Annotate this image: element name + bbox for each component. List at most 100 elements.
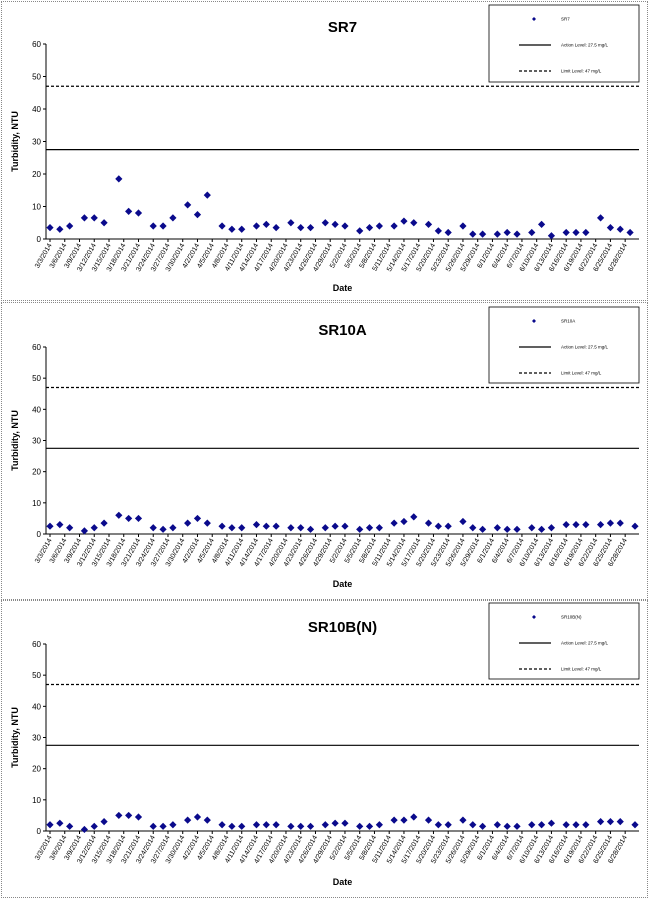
data-point: [203, 191, 211, 199]
data-point: [238, 524, 246, 532]
data-point: [528, 821, 536, 829]
legend-box: [488, 4, 640, 83]
data-point: [616, 818, 624, 826]
data-point: [184, 201, 192, 209]
x-axis-label: Date: [333, 579, 353, 589]
data-point: [228, 225, 236, 233]
data-point: [547, 232, 556, 240]
data-point: [493, 821, 501, 829]
legend-series-label: SR10B(N): [561, 615, 582, 620]
y-tick-label: 30: [32, 437, 41, 446]
y-tick-label: 20: [32, 468, 41, 477]
legend-action-label: Action Level: 27.5 mg/L: [561, 641, 609, 646]
data-point: [193, 813, 202, 821]
data-point: [410, 813, 418, 821]
y-tick-label: 20: [32, 170, 41, 179]
data-point: [169, 214, 177, 222]
data-point: [100, 818, 108, 826]
data-point: [479, 525, 487, 533]
data-point: [115, 511, 123, 519]
data-point: [528, 524, 536, 532]
data-point: [390, 519, 398, 527]
data-point: [56, 521, 64, 529]
data-point: [46, 821, 54, 829]
y-tick-label: 0: [37, 827, 42, 836]
data-point: [375, 524, 383, 532]
data-point: [537, 821, 546, 829]
data-point: [626, 228, 634, 237]
y-tick-label: 40: [32, 702, 41, 711]
data-point: [493, 524, 501, 532]
data-point: [631, 821, 639, 829]
data-point: [375, 821, 383, 829]
data-point: [66, 524, 74, 532]
data-point: [606, 818, 615, 826]
data-point: [631, 522, 639, 530]
data-point: [262, 220, 270, 228]
chart-title: SR10B(N): [308, 619, 377, 636]
y-tick-label: 10: [32, 796, 41, 805]
data-point: [424, 519, 433, 527]
data-point: [503, 822, 511, 830]
data-point: [400, 217, 408, 225]
data-point: [444, 522, 452, 530]
data-point: [616, 225, 624, 233]
x-axis-label: Date: [333, 283, 353, 293]
data-point: [582, 821, 590, 829]
data-point: [469, 230, 477, 238]
data-point: [562, 521, 570, 529]
data-point: [252, 821, 261, 829]
data-point: [252, 521, 261, 529]
data-point: [424, 220, 433, 228]
data-point: [184, 519, 192, 527]
data-point: [169, 821, 177, 829]
data-point: [444, 228, 452, 237]
data-point: [331, 522, 339, 530]
data-point: [365, 822, 374, 830]
data-point: [365, 224, 374, 232]
data-point: [331, 819, 339, 827]
data-point: [100, 519, 108, 527]
data-point: [562, 228, 570, 237]
data-point: [262, 522, 270, 530]
y-axis-label: Turbidity, NTU: [10, 111, 20, 172]
data-point: [184, 816, 192, 824]
data-point: [596, 818, 605, 826]
data-point: [469, 821, 477, 829]
y-tick-label: 10: [32, 499, 41, 508]
data-point: [596, 521, 605, 529]
data-point: [537, 525, 546, 533]
data-point: [341, 222, 349, 230]
chart-title: SR10A: [318, 322, 367, 339]
data-point: [115, 175, 123, 183]
y-tick-label: 0: [37, 235, 42, 244]
y-tick-label: 0: [37, 530, 42, 539]
data-point: [356, 822, 364, 830]
legend-marker: [532, 17, 536, 21]
data-point: [390, 222, 398, 230]
data-point: [287, 822, 295, 830]
legend-action-label: Action Level: 27.5 mg/L: [561, 345, 609, 350]
data-point: [400, 816, 408, 824]
data-point: [149, 524, 157, 532]
data-point: [341, 819, 349, 827]
data-point: [80, 527, 89, 535]
y-tick-label: 50: [32, 374, 41, 383]
y-tick-label: 60: [32, 343, 41, 352]
data-point: [479, 822, 487, 830]
legend-series-label: SR7: [561, 17, 570, 22]
data-point: [572, 228, 580, 237]
y-tick-label: 60: [32, 40, 41, 49]
data-point: [159, 822, 167, 830]
data-point: [572, 521, 580, 529]
legend-marker: [532, 319, 536, 323]
data-point: [321, 821, 329, 829]
data-point: [572, 821, 580, 829]
data-point: [90, 822, 98, 830]
data-point: [459, 816, 467, 824]
legend-limit-label: Limit Level: 47 mg/L: [561, 69, 602, 74]
data-point: [606, 519, 615, 527]
legend-marker: [532, 615, 536, 619]
data-point: [149, 822, 157, 830]
